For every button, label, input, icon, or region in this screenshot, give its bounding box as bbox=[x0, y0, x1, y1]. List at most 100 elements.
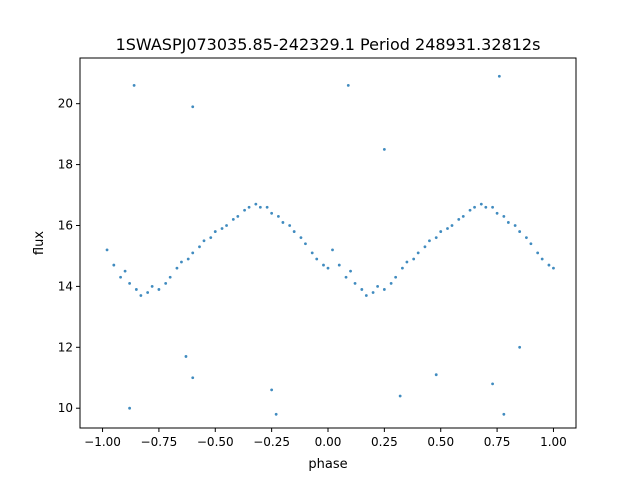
data-point bbox=[365, 294, 368, 297]
data-point bbox=[360, 288, 363, 291]
data-point bbox=[349, 270, 352, 273]
data-point bbox=[372, 291, 375, 294]
x-tick-label: 0.00 bbox=[315, 435, 342, 449]
data-point bbox=[399, 395, 402, 398]
data-point bbox=[128, 407, 131, 410]
data-point bbox=[491, 382, 494, 385]
data-point bbox=[406, 261, 409, 264]
data-point bbox=[446, 227, 449, 230]
data-point bbox=[338, 264, 341, 267]
x-tick-label: 0.75 bbox=[484, 435, 511, 449]
data-point bbox=[457, 218, 460, 221]
data-point bbox=[525, 236, 528, 239]
y-tick-label: 18 bbox=[58, 158, 73, 172]
data-point bbox=[128, 282, 131, 285]
data-point bbox=[180, 261, 183, 264]
y-axis-label: flux bbox=[32, 231, 47, 255]
data-point bbox=[347, 84, 350, 87]
data-point bbox=[394, 276, 397, 279]
data-point bbox=[221, 227, 224, 230]
data-point bbox=[502, 215, 505, 218]
data-point bbox=[536, 252, 539, 255]
data-point bbox=[293, 230, 296, 233]
data-point bbox=[139, 294, 142, 297]
data-point bbox=[541, 258, 544, 261]
data-point bbox=[158, 288, 161, 291]
data-point bbox=[390, 282, 393, 285]
data-point bbox=[288, 224, 291, 227]
data-point bbox=[548, 264, 551, 267]
data-point bbox=[232, 218, 235, 221]
data-point bbox=[412, 258, 415, 261]
data-point bbox=[119, 276, 122, 279]
data-point bbox=[507, 221, 510, 224]
data-point bbox=[322, 264, 325, 267]
x-tick-label: −0.75 bbox=[141, 435, 178, 449]
data-point bbox=[417, 252, 420, 255]
data-point bbox=[327, 267, 330, 270]
data-point bbox=[209, 236, 212, 239]
data-point bbox=[225, 224, 228, 227]
data-point bbox=[552, 267, 555, 270]
y-tick-label: 16 bbox=[58, 218, 73, 232]
data-point bbox=[266, 206, 269, 209]
x-axis-label: phase bbox=[308, 457, 347, 472]
data-point bbox=[484, 206, 487, 209]
data-point bbox=[311, 252, 314, 255]
data-point bbox=[315, 258, 318, 261]
x-tick-label: 0.25 bbox=[371, 435, 398, 449]
data-point bbox=[164, 282, 167, 285]
data-point bbox=[530, 242, 533, 245]
data-point bbox=[248, 206, 251, 209]
data-point bbox=[214, 230, 217, 233]
chart-title: 1SWASPJ073035.85-242329.1 Period 248931.… bbox=[116, 35, 541, 54]
data-point bbox=[277, 215, 280, 218]
data-point bbox=[112, 264, 115, 267]
data-point bbox=[146, 291, 149, 294]
data-point bbox=[270, 389, 273, 392]
data-point bbox=[304, 242, 307, 245]
data-point bbox=[383, 148, 386, 151]
data-point bbox=[331, 248, 334, 251]
data-point bbox=[354, 282, 357, 285]
data-point bbox=[435, 373, 438, 376]
data-point bbox=[462, 215, 465, 218]
data-point bbox=[191, 105, 194, 108]
data-point bbox=[191, 252, 194, 255]
data-point bbox=[439, 230, 442, 233]
data-point bbox=[259, 206, 262, 209]
data-point bbox=[106, 248, 109, 251]
data-point bbox=[496, 212, 499, 215]
data-point bbox=[187, 258, 190, 261]
data-point bbox=[270, 212, 273, 215]
data-point bbox=[203, 239, 206, 242]
data-point bbox=[151, 285, 154, 288]
data-point bbox=[345, 276, 348, 279]
data-point bbox=[176, 267, 179, 270]
data-point bbox=[133, 84, 136, 87]
x-tick-label: −0.50 bbox=[197, 435, 234, 449]
data-point bbox=[518, 346, 521, 349]
data-point bbox=[498, 75, 501, 78]
data-point bbox=[198, 245, 201, 248]
x-tick-label: 0.50 bbox=[427, 435, 454, 449]
x-tick-label: 1.00 bbox=[540, 435, 567, 449]
x-tick-label: −1.00 bbox=[84, 435, 121, 449]
data-point bbox=[502, 413, 505, 416]
data-point bbox=[185, 355, 188, 358]
data-point bbox=[473, 206, 476, 209]
data-point bbox=[376, 285, 379, 288]
y-tick-label: 20 bbox=[58, 97, 73, 111]
data-point bbox=[243, 209, 246, 212]
data-point bbox=[383, 288, 386, 291]
data-point bbox=[491, 206, 494, 209]
data-point bbox=[169, 276, 172, 279]
data-point bbox=[514, 224, 517, 227]
data-point bbox=[300, 236, 303, 239]
x-tick-label: −0.25 bbox=[253, 435, 290, 449]
data-point bbox=[191, 376, 194, 379]
data-point bbox=[124, 270, 127, 273]
data-point bbox=[254, 203, 257, 206]
